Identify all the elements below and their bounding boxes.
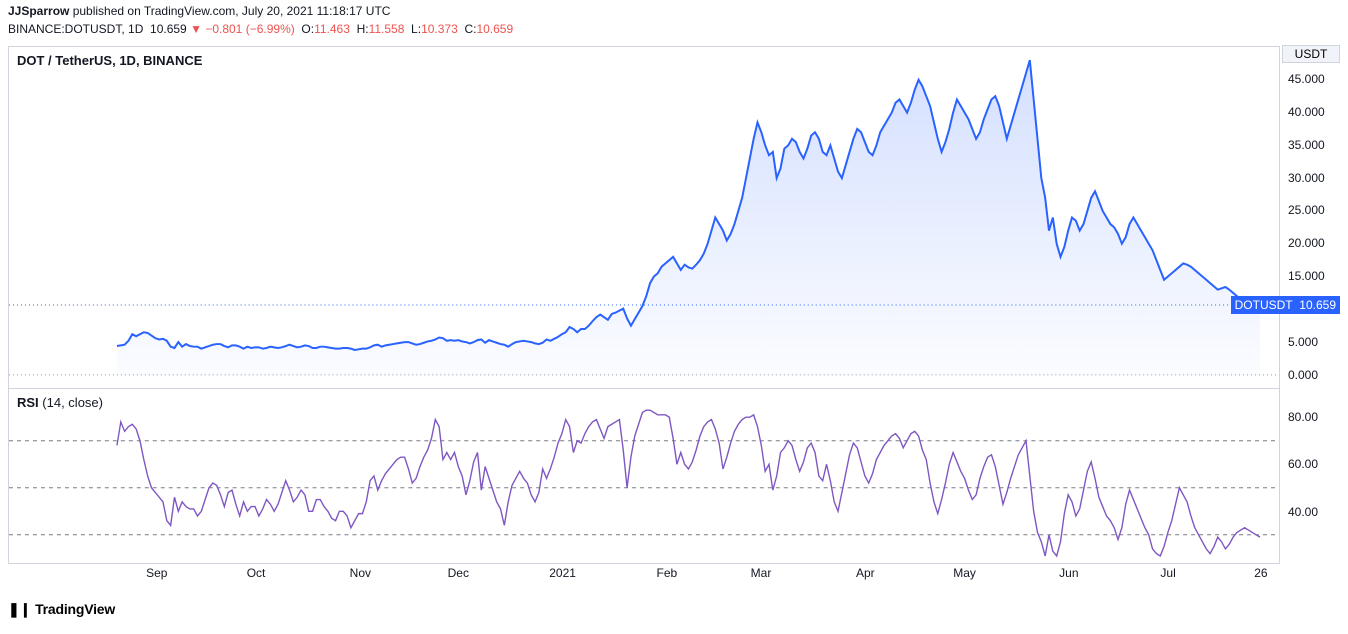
rsi-ytick: 60.00 (1282, 457, 1340, 471)
price-ytick: 30.000 (1282, 171, 1340, 185)
symbol: BINANCE:DOTUSDT (8, 22, 121, 36)
x-tick: Feb (657, 566, 678, 580)
x-tick: Mar (751, 566, 772, 580)
rsi-title: RSI (14, close) (17, 395, 103, 410)
change-pct: (−6.99%) (246, 22, 295, 36)
rsi-pane[interactable]: RSI (14, close) (9, 389, 1279, 563)
price-pane-title: DOT / TetherUS, 1D, BINANCE (17, 53, 202, 68)
price-ytick: 0.000 (1282, 368, 1340, 382)
last-tag-symbol: DOTUSDT (1235, 298, 1293, 312)
last-price-tag: DOTUSDT 10.659 (1231, 296, 1340, 314)
price-ytick: 20.000 (1282, 236, 1340, 250)
rsi-plot (9, 389, 1279, 563)
h-label: H: (357, 22, 369, 36)
ohlc-bar: BINANCE:DOTUSDT, 1D 10.659 ▼ −0.801 (−6.… (8, 22, 513, 36)
price-pane[interactable]: DOT / TetherUS, 1D, BINANCE (9, 47, 1279, 389)
close: 10.659 (476, 22, 513, 36)
price-ytick: 5.000 (1282, 335, 1340, 349)
interval: 1D (128, 22, 143, 36)
change: −0.801 (205, 22, 242, 36)
x-tick: Apr (856, 566, 875, 580)
rsi-ytick: 40.00 (1282, 505, 1340, 519)
price-ytick: 45.000 (1282, 72, 1340, 86)
x-tick: Nov (350, 566, 371, 580)
c-label: C: (464, 22, 476, 36)
logo-text: TradingView (35, 601, 115, 617)
high: 11.558 (369, 22, 405, 36)
rsi-ytick: 80.00 (1282, 410, 1340, 424)
x-tick: 2021 (549, 566, 576, 580)
price-ytick: 25.000 (1282, 203, 1340, 217)
low: 10.373 (421, 22, 458, 36)
x-tick: Jul (1160, 566, 1175, 580)
chart-frame[interactable]: DOT / TetherUS, 1D, BINANCE RSI (14, clo… (8, 46, 1280, 564)
price-ytick: 15.000 (1282, 269, 1340, 283)
price-plot (9, 47, 1279, 388)
x-tick: Jun (1059, 566, 1078, 580)
timestamp: July 20, 2021 11:18:17 UTC (242, 4, 391, 18)
logo-icon: ❚❙ (8, 601, 31, 617)
x-tick: May (953, 566, 976, 580)
l-label: L: (411, 22, 421, 36)
x-tick: Sep (146, 566, 167, 580)
x-axis: Sep Oct Nov Dec 2021 Feb Mar Apr May Jun Jul 26 (8, 564, 1280, 584)
x-tick: 26 (1254, 566, 1267, 580)
rsi-params: (14, close) (42, 395, 103, 410)
arrow-down-icon: ▼ (190, 22, 202, 36)
open: 11.463 (314, 22, 350, 36)
x-tick: Oct (247, 566, 266, 580)
author: JJSparrow (8, 4, 69, 18)
last-tag-value: 10.659 (1299, 298, 1336, 312)
price-ytick: 40.000 (1282, 105, 1340, 119)
last-price: 10.659 (150, 22, 187, 36)
publish-header: JJSparrow published on TradingView.com, … (8, 4, 390, 18)
x-tick: Dec (448, 566, 469, 580)
o-label: O: (301, 22, 314, 36)
published-on: published on TradingView.com, (69, 4, 242, 18)
price-ytick: 35.000 (1282, 138, 1340, 152)
rsi-label: RSI (17, 395, 39, 410)
tradingview-logo: ❚❙TradingView (8, 601, 115, 618)
